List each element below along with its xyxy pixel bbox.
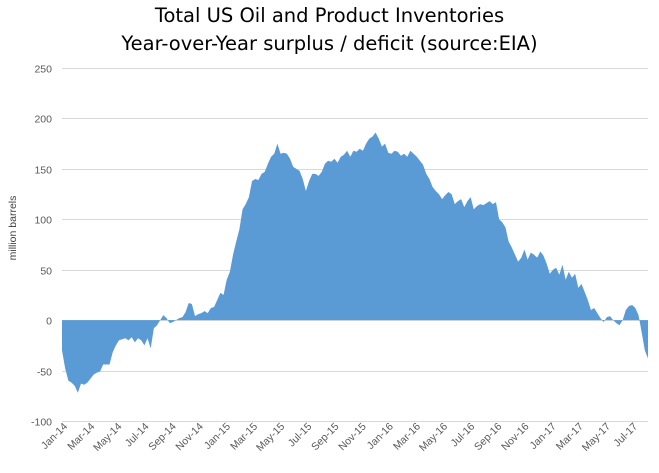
x-tick-label: Nov-16: [499, 421, 532, 454]
x-tick-label: Jul-17: [611, 421, 640, 450]
x-tick-label: May-16: [417, 421, 450, 454]
y-tick-label: 200: [34, 114, 52, 126]
x-tick-label: Sep-16: [472, 421, 505, 454]
y-tick-label: -100: [31, 417, 52, 429]
x-axis-ticks: Jan-14Mar-14May-14Jul-14Sep-14Nov-14Jan-…: [39, 421, 640, 454]
y-axis-ticks: 250 200 150 100 50 0 -50 -100: [31, 64, 52, 429]
series-area-group: [62, 132, 648, 393]
chart-title: Total US Oil and Product Inventories: [154, 4, 505, 27]
chart-title-block: Total US Oil and Product Inventories Yea…: [0, 2, 659, 58]
y-tick-label: 150: [34, 165, 52, 177]
x-tick-label: Nov-14: [173, 421, 206, 454]
x-tick-label: Jan-16: [365, 421, 396, 452]
y-tick-label: -50: [37, 367, 52, 379]
x-tick-label: Nov-15: [336, 421, 369, 454]
y-tick-label: 250: [34, 64, 52, 76]
chart-subtitle: Year-over-Year surplus / deficit (source…: [121, 32, 538, 55]
y-axis-title: million barrels: [7, 196, 19, 261]
x-tick-label: Sep-15: [309, 421, 342, 454]
y-tick-label: 50: [40, 266, 52, 278]
series-area: [62, 132, 648, 393]
x-tick-label: May-14: [91, 421, 124, 454]
x-tick-label: Jan-17: [528, 421, 559, 452]
x-tick-label: Sep-14: [146, 421, 179, 454]
x-tick-label: May-15: [254, 421, 287, 454]
x-tick-label: Jan-15: [202, 421, 233, 452]
x-tick-label: May-17: [580, 421, 613, 454]
y-tick-label: 100: [34, 215, 52, 227]
y-tick-label: 0: [46, 316, 52, 328]
